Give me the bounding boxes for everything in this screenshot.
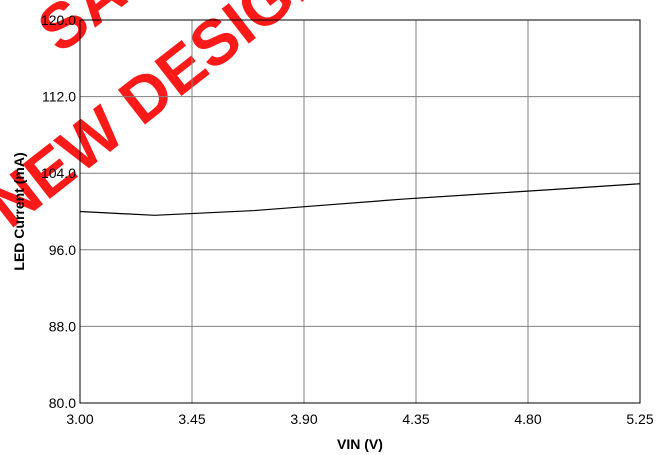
x-tick-label: 3.45	[178, 411, 205, 427]
y-tick-label: 112.0	[42, 89, 76, 105]
x-axis-title: VIN (V)	[337, 436, 383, 452]
x-tick-label: 3.90	[290, 411, 317, 427]
watermark: SAMPLE NEW DESIGN	[0, 0, 344, 241]
y-tick-label: 88.0	[49, 318, 76, 334]
y-tick-label: 104.0	[41, 165, 76, 181]
y-tick-label: 120.0	[41, 12, 76, 28]
x-tick-labels: 3.00 3.45 3.90 4.35 4.80 5.25	[66, 411, 653, 427]
x-tick-label: 4.80	[514, 411, 541, 427]
y-axis-title: LED Current (mA)	[11, 152, 27, 270]
y-tick-label: 80.0	[49, 395, 76, 411]
x-tick-label: 5.25	[626, 411, 653, 427]
x-tick-label: 4.35	[402, 411, 429, 427]
y-tick-labels: 80.0 88.0 96.0 104.0 112.0 120.0	[41, 12, 76, 411]
x-tick-label: 3.00	[66, 411, 93, 427]
series-group	[79, 183, 641, 216]
y-tick-label: 96.0	[49, 242, 76, 258]
series-line	[79, 183, 641, 216]
